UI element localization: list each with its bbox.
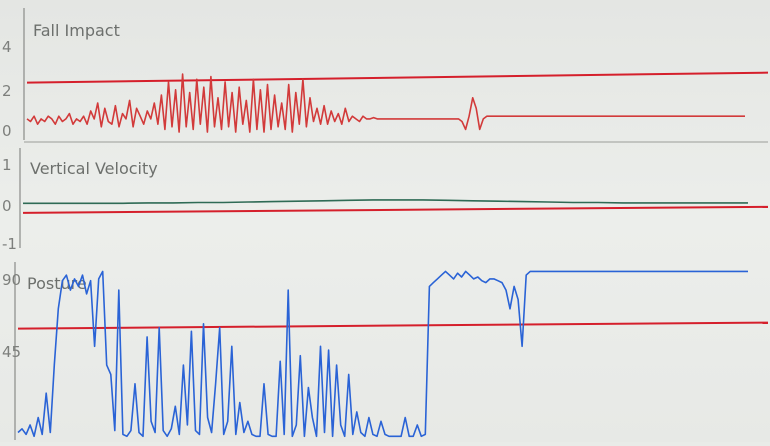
series-line [23,199,748,205]
series-line [17,270,748,438]
y-tick-label: -1 [2,235,17,253]
series-line [26,73,745,133]
y-tick-label: 90 [2,271,21,289]
chart-title: Fall Impact [33,21,120,40]
y-tick-label: 0 [2,122,12,140]
chart-title: Vertical Velocity [30,159,158,178]
y-tick-label: 1 [2,156,12,174]
threshold-line [26,71,769,84]
threshold-line [22,205,769,214]
threshold-line [17,321,769,330]
y-tick-label: 45 [2,343,21,361]
y-tick-label: 2 [2,82,12,100]
y-tick-label: 4 [2,38,12,56]
y-tick-label: 0 [2,197,12,215]
